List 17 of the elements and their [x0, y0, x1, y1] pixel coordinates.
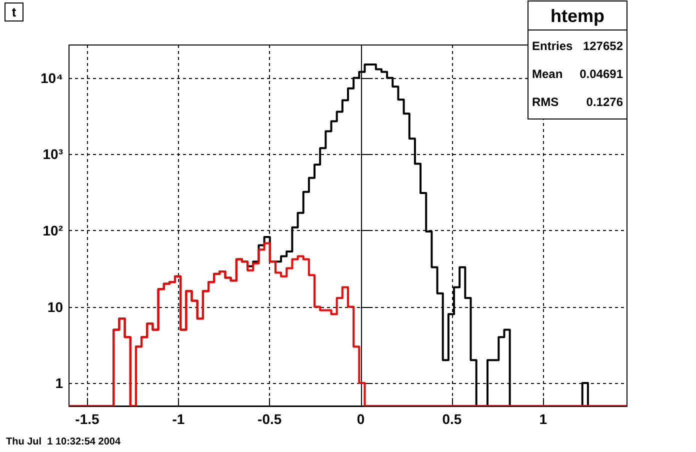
- text: Mean 0.04691: [532, 67, 623, 81]
- text: RMS 0.1276: [532, 95, 623, 109]
- y-tick-label: 10: [47, 298, 64, 315]
- y-tick-label: 1: [55, 375, 64, 392]
- text: htemp: [550, 6, 605, 26]
- x-tick-label: 0.5: [442, 411, 462, 427]
- annotation: Entries 127652: [532, 39, 624, 53]
- x-tick-label: 1: [539, 411, 548, 427]
- x-tick-label: -1.5: [75, 411, 100, 427]
- chart-title: t: [12, 4, 17, 20]
- x-tick-label: -1: [172, 411, 185, 427]
- y-tick-label: 10²: [42, 222, 64, 238]
- text: Thu Jul 1 10:32:54 2004: [6, 436, 121, 448]
- x-tick-label: -0.5: [258, 411, 282, 427]
- y-tick-label: 10⁴: [40, 70, 64, 86]
- y-tick-label: 10³: [42, 146, 64, 162]
- x-tick-label: 0: [356, 411, 365, 427]
